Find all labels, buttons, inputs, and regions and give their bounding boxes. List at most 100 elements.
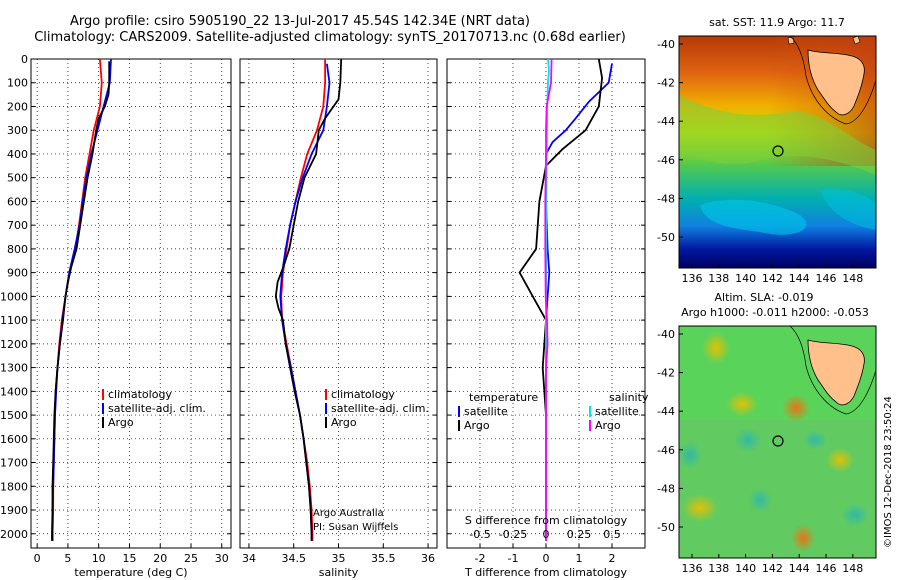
y-tick-label: 800 [7, 243, 28, 256]
secondary-x-tick-label: 0.5 [603, 528, 621, 541]
sst-shelf-contour [789, 36, 876, 125]
legend-label: Argo [331, 416, 357, 429]
series-line-argo [274, 58, 343, 541]
legend-header-salinity: salinity [609, 391, 649, 404]
imos-timestamp: ©IMOS 12-Dec-2018 23:50:24 [883, 396, 894, 548]
map-y-tick-label: -44 [657, 115, 675, 128]
temperature-panel: 0100200300400500600700800900100011001200… [0, 53, 232, 579]
y-tick-label: 400 [7, 148, 28, 161]
secondary-x-tick-label: 0.25 [567, 528, 592, 541]
y-tick-label: 200 [7, 100, 28, 113]
map-x-tick-label: 136 [682, 272, 703, 285]
sla-map-subtitle: Argo h1000: -0.011 h2000: -0.053 [681, 306, 869, 319]
sst-cyan-patch-east [820, 188, 876, 230]
map-x-tick-label: 148 [842, 272, 863, 285]
legend-label: Argo [464, 419, 490, 432]
map-x-tick-label: 144 [789, 272, 810, 285]
y-tick-label: 1400 [0, 385, 28, 398]
series-line-argo [544, 58, 553, 541]
map-y-tick-label: -48 [657, 482, 675, 495]
y-tick-label: 1800 [0, 480, 28, 493]
sst-map-frame [678, 35, 877, 269]
map-y-tick-label: -40 [657, 328, 675, 341]
credit-pi-name: PI: Susan Wijffels [313, 522, 398, 533]
legend-label: satellite [464, 405, 508, 418]
map-x-tick-label: 144 [789, 562, 810, 575]
map-x-tick-label: 142 [762, 272, 783, 285]
panel-frame [30, 58, 232, 549]
y-tick-label: 500 [7, 172, 28, 185]
sla-high-1 [702, 332, 730, 364]
sla-high-6 [826, 448, 854, 472]
legend-label: satellite-adj. clim. [331, 402, 429, 415]
map-x-tick-label: 140 [735, 272, 756, 285]
map-y-tick-label: -46 [657, 154, 675, 167]
x-tick-label: 20 [153, 552, 167, 565]
difference-panel: -2 -1 0 1 2T difference from climatology temp… [446, 58, 649, 579]
map-x-tick-label: 148 [842, 562, 863, 575]
sla-low-4 [748, 488, 772, 512]
series-line-climatology [51, 58, 103, 541]
series-line-argo [51, 61, 111, 541]
sla-field-south [679, 420, 876, 558]
sla-map-title: Altim. SLA: -0.019 [714, 291, 813, 304]
map-y-tick-label: -46 [657, 444, 675, 457]
x-tick-label: 34 [242, 552, 256, 565]
y-tick-label: 0 [21, 53, 28, 66]
x-tick-label: 2 [609, 552, 616, 565]
sla-high-2 [782, 394, 810, 422]
map-x-tick-label: 138 [708, 562, 729, 575]
sst-map-axes: 136 138 140 142 144 146 148 -40 -42 -44 -46 -48 -50 [657, 38, 863, 285]
x-tick-label: 0 [34, 552, 41, 565]
sst-green-tongue [679, 95, 876, 175]
sst-map-title: sat. SST: 11.9 Argo: 11.7 [709, 16, 845, 29]
sla-map-frame [678, 325, 877, 559]
map-x-tick-label: 142 [762, 562, 783, 575]
legend-header-temperature: temperature [469, 391, 538, 404]
map-x-tick-label: 146 [816, 562, 837, 575]
x-axis-label: T difference from climatology [464, 566, 627, 579]
y-tick-label: 1300 [0, 362, 28, 375]
flinders-island-land [852, 36, 861, 45]
secondary-x-tick-label: 0 [543, 528, 550, 541]
x-tick-label: 10 [92, 552, 106, 565]
x-tick-label: 35 [332, 552, 346, 565]
map-y-tick-label: -42 [657, 367, 675, 380]
series-line-argo [518, 58, 604, 541]
y-tick-label: 1600 [0, 433, 28, 446]
legend-label: climatology [331, 388, 395, 401]
legend-label: satellite-adj. clim. [108, 402, 206, 415]
map-x-tick-label: 138 [708, 272, 729, 285]
legend-label: Argo [108, 416, 134, 429]
map-x-tick-label: 140 [735, 562, 756, 575]
y-tick-label: 1000 [0, 290, 28, 303]
y-tick-label: 900 [7, 267, 28, 280]
sst-argo-marker [772, 145, 784, 157]
sla-low-2 [679, 441, 702, 469]
x-tick-label: 1 [576, 552, 583, 565]
series-line-satellite-adj-clim- [51, 58, 112, 541]
y-tick-label: 1900 [0, 504, 28, 517]
sst-cyan-patch [700, 199, 807, 235]
credit-argo-australia: Argo Australia [313, 508, 384, 519]
legend: temperature salinitysatelliteArgosatellit… [458, 391, 649, 432]
sla-high-3 [726, 392, 758, 416]
x-tick-label: 15 [122, 552, 136, 565]
title-line-2: Climatology: CARS2009. Satellite-adjuste… [34, 30, 626, 45]
sst-map [679, 36, 876, 268]
secondary-x-tick-label: -0.5 [469, 528, 490, 541]
sla-low-1 [734, 428, 762, 452]
sla-low-5 [841, 503, 869, 527]
x-tick-label: 34.5 [281, 552, 306, 565]
x-tick-label: -1 [508, 552, 519, 565]
title-line-1: Argo profile: csiro 5905190_22 13-Jul-20… [70, 14, 530, 29]
map-y-tick-label: -50 [657, 231, 675, 244]
y-tick-label: 1700 [0, 457, 28, 470]
map-y-tick-label: -48 [657, 192, 675, 205]
x-tick-label: 5 [64, 552, 71, 565]
y-tick-label: 1200 [0, 338, 28, 351]
map-y-tick-label: -44 [657, 405, 675, 418]
